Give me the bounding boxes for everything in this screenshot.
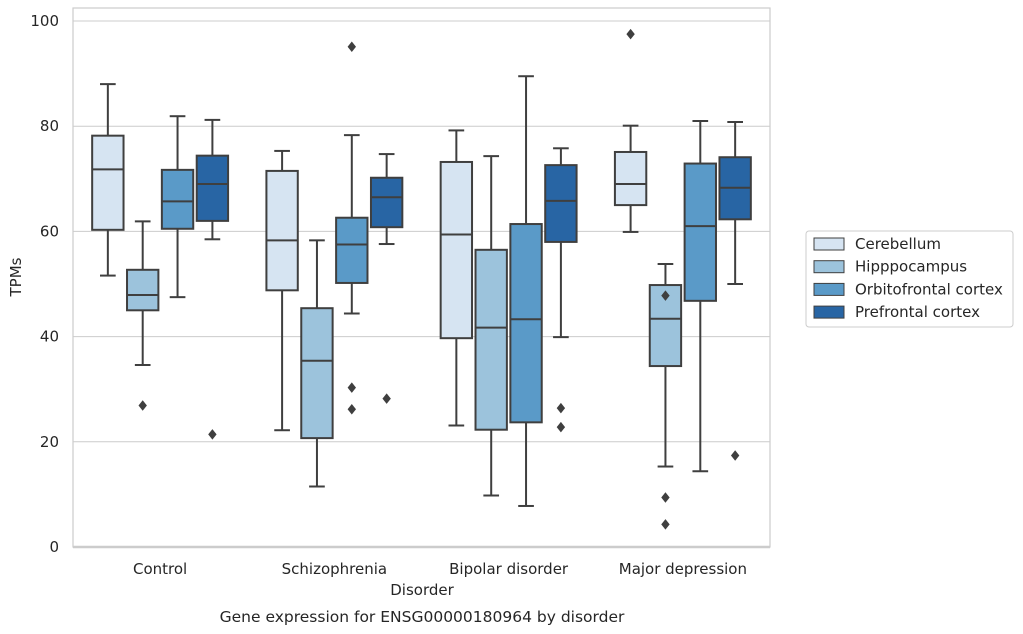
y-tick-label: 60 bbox=[40, 222, 59, 240]
box-major-depression-orbitofrontal-cortex bbox=[683, 119, 717, 473]
chart-caption: Gene expression for ENSG00000180964 by d… bbox=[220, 608, 625, 626]
box-major-depression-cerebellum bbox=[613, 28, 648, 233]
legend-label: Orbitofrontal cortex bbox=[855, 280, 1003, 298]
box-iqr bbox=[126, 268, 160, 312]
x-tick-label: Schizophrenia bbox=[282, 560, 387, 578]
outlier-point bbox=[661, 290, 670, 301]
y-tick-label: 100 bbox=[30, 12, 59, 30]
box-control-hipppocampus bbox=[126, 220, 160, 411]
outlier-point bbox=[556, 402, 566, 414]
box-iqr bbox=[300, 307, 334, 440]
outlier-point bbox=[730, 450, 740, 461]
box-groups bbox=[91, 28, 752, 530]
x-tick-label: Control bbox=[133, 560, 187, 578]
y-tick-labels: 0 20 40 60 80 100 bbox=[30, 12, 59, 556]
box-control-orbitofrontal-cortex bbox=[160, 115, 195, 299]
box-schizophrenia-hipppocampus bbox=[300, 239, 334, 488]
legend-label: Cerebellum bbox=[855, 235, 941, 253]
box-major-depression-prefrontal-cortex bbox=[718, 120, 752, 461]
box-schizophrenia-prefrontal-cortex bbox=[369, 153, 404, 404]
box-iqr bbox=[613, 150, 648, 207]
box-iqr bbox=[195, 154, 230, 222]
legend-label: Hipppocampus bbox=[855, 258, 967, 276]
box-schizophrenia-orbitofrontal-cortex bbox=[335, 41, 369, 415]
legend-swatch bbox=[813, 282, 845, 296]
outlier-point bbox=[626, 28, 635, 40]
legend-swatch bbox=[813, 237, 845, 251]
x-axis-label: Disorder bbox=[390, 581, 454, 599]
outlier-point bbox=[382, 393, 391, 404]
box-iqr bbox=[369, 176, 404, 229]
y-tick-label: 80 bbox=[40, 117, 59, 135]
outlier-point bbox=[208, 429, 217, 440]
legend-label: Prefrontal cortex bbox=[855, 303, 980, 321]
box-iqr bbox=[474, 248, 508, 431]
box-control-cerebellum bbox=[91, 83, 125, 277]
box-iqr bbox=[91, 134, 125, 231]
box-bipolar-disorder-hipppocampus bbox=[474, 155, 508, 497]
box-control-prefrontal-cortex bbox=[195, 118, 230, 440]
y-tick-label: 40 bbox=[40, 328, 59, 346]
box-schizophrenia-cerebellum bbox=[265, 149, 299, 432]
y-tick-label: 0 bbox=[49, 538, 59, 556]
box-bipolar-disorder-prefrontal-cortex bbox=[544, 147, 578, 433]
box-iqr bbox=[544, 164, 578, 243]
outlier-point bbox=[347, 382, 356, 393]
outlier-point bbox=[138, 400, 147, 411]
legend-swatch bbox=[813, 305, 845, 319]
y-tick-label: 20 bbox=[40, 433, 59, 451]
plot-background bbox=[73, 8, 770, 547]
box-iqr bbox=[683, 162, 717, 302]
box-iqr bbox=[439, 160, 474, 340]
box-major-depression-hipppocampus bbox=[648, 263, 683, 530]
x-tick-label: Major depression bbox=[619, 560, 747, 578]
box-iqr bbox=[160, 168, 195, 230]
legend: Cerebellum Hipppocampus Orbitofrontal cort… bbox=[805, 230, 1014, 328]
outlier-point bbox=[661, 492, 670, 503]
outlier-point bbox=[347, 403, 356, 415]
legend-frame bbox=[805, 230, 1014, 328]
y-axis-label: TPMs bbox=[7, 257, 25, 297]
box-iqr bbox=[509, 223, 543, 424]
outlier-point bbox=[556, 421, 566, 433]
outlier-point bbox=[347, 41, 356, 53]
outlier-point bbox=[661, 519, 670, 530]
x-tick-labels: Control Schizophrenia Bipolar disorder Majo… bbox=[133, 560, 747, 578]
box-bipolar-disorder-orbitofrontal-cortex bbox=[509, 75, 543, 507]
x-tick-label: Bipolar disorder bbox=[449, 560, 569, 578]
box-iqr bbox=[335, 216, 369, 284]
legend-swatch bbox=[813, 260, 845, 274]
box-iqr bbox=[265, 169, 299, 292]
box-bipolar-disorder-cerebellum bbox=[439, 129, 474, 427]
